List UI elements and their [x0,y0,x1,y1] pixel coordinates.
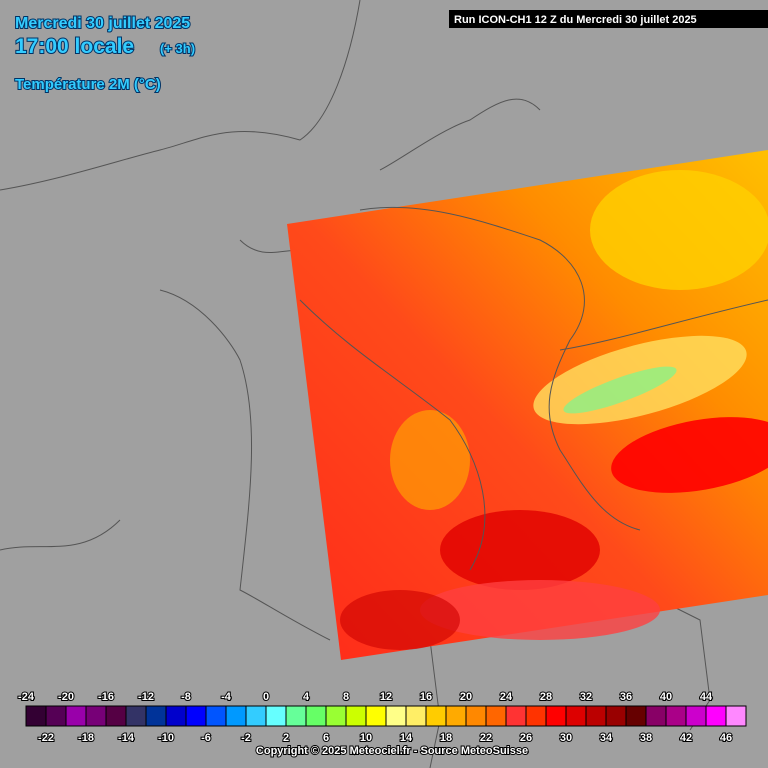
legend: -24-22-20-18-16-14-12-10-8-6-4-202468101… [17,690,747,745]
legend-swatch [145,705,167,727]
legend-label: -6 [201,732,211,744]
legend-swatch [205,705,227,727]
run-label: Run ICON-CH1 12 Z du Mercredi 30 juillet… [454,14,697,26]
legend-label: -10 [158,732,174,744]
legend-label: -22 [38,732,54,744]
legend-swatch [185,705,207,727]
legend-swatch [705,705,727,727]
legend-label: 12 [380,691,392,703]
legend-label: 14 [400,732,413,744]
legend-label: -8 [181,691,191,703]
legend-label: 44 [700,691,713,703]
legend-label: -20 [58,691,74,703]
legend-label: 20 [460,691,472,703]
legend-label: 46 [720,732,732,744]
legend-swatch [585,705,607,727]
legend-swatch [265,705,287,727]
legend-swatch [445,705,467,727]
legend-label: -24 [18,691,35,703]
legend-swatch [165,705,187,727]
legend-label: 8 [343,691,349,703]
legend-label: 32 [580,691,592,703]
legend-label: 34 [600,732,613,744]
legend-label: 28 [540,691,552,703]
legend-label: 26 [520,732,532,744]
legend-swatch [665,705,687,727]
legend-swatch [245,705,267,727]
legend-swatch [465,705,487,727]
legend-swatch [285,705,307,727]
legend-swatch [85,705,107,727]
legend-label: -2 [241,732,251,744]
legend-swatch [305,705,327,727]
legend-label: -16 [98,691,114,703]
run-box [449,10,768,28]
legend-swatch [425,705,447,727]
legend-label: 24 [500,691,513,703]
legend-label: -18 [78,732,94,744]
legend-label: 36 [620,691,632,703]
legend-label: 10 [360,732,372,744]
legend-swatch [685,705,707,727]
offset: (+ 3h) [160,41,195,56]
legend-label: 30 [560,732,572,744]
legend-swatch [565,705,587,727]
legend-swatch [725,705,747,727]
copyright: Copyright © 2025 Meteociel.fr - Source M… [256,745,528,757]
time: 17:00 locale [15,35,134,58]
legend-swatch [605,705,627,727]
legend-swatch [25,705,47,727]
parameter: Température 2M (°C) [15,76,161,93]
legend-swatch [505,705,527,727]
legend-label: 0 [263,691,269,703]
borders [299,206,768,571]
legend-swatch [45,705,67,727]
legend-label: 38 [640,732,652,744]
legend-swatch [65,705,87,727]
legend-label: 4 [303,691,310,703]
legend-swatch [365,705,387,727]
legend-label: 16 [420,691,432,703]
legend-label: 2 [283,732,289,744]
legend-label: -14 [118,732,135,744]
legend-swatch [485,705,507,727]
legend-swatch [345,705,367,727]
legend-swatch [325,705,347,727]
legend-swatch [625,705,647,727]
legend-label: 6 [323,732,329,744]
legend-swatch [105,705,127,727]
legend-swatch [405,705,427,727]
legend-label: 40 [660,691,672,703]
legend-label: -4 [221,691,232,703]
legend-swatch [225,705,247,727]
legend-swatch [525,705,547,727]
legend-label: 18 [440,732,452,744]
legend-label: 42 [680,732,692,744]
legend-label: 22 [480,732,492,744]
legend-label: -12 [138,691,154,703]
date: Mercredi 30 juillet 2025 [15,15,190,32]
legend-swatch [645,705,667,727]
legend-swatch [125,705,147,727]
temperature-patches [340,170,768,650]
legend-swatch [385,705,407,727]
legend-swatch [545,705,567,727]
